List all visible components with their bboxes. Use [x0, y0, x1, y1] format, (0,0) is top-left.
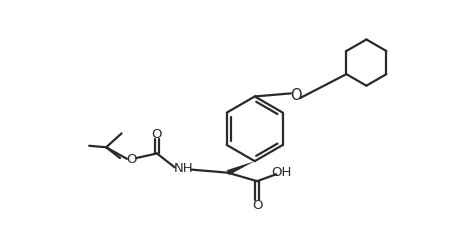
- Text: OH: OH: [272, 166, 292, 179]
- Text: NH: NH: [174, 162, 194, 175]
- Text: O: O: [252, 199, 262, 212]
- Text: O: O: [126, 153, 137, 166]
- Text: O: O: [290, 88, 301, 103]
- Text: O: O: [152, 128, 162, 141]
- Polygon shape: [227, 161, 255, 175]
